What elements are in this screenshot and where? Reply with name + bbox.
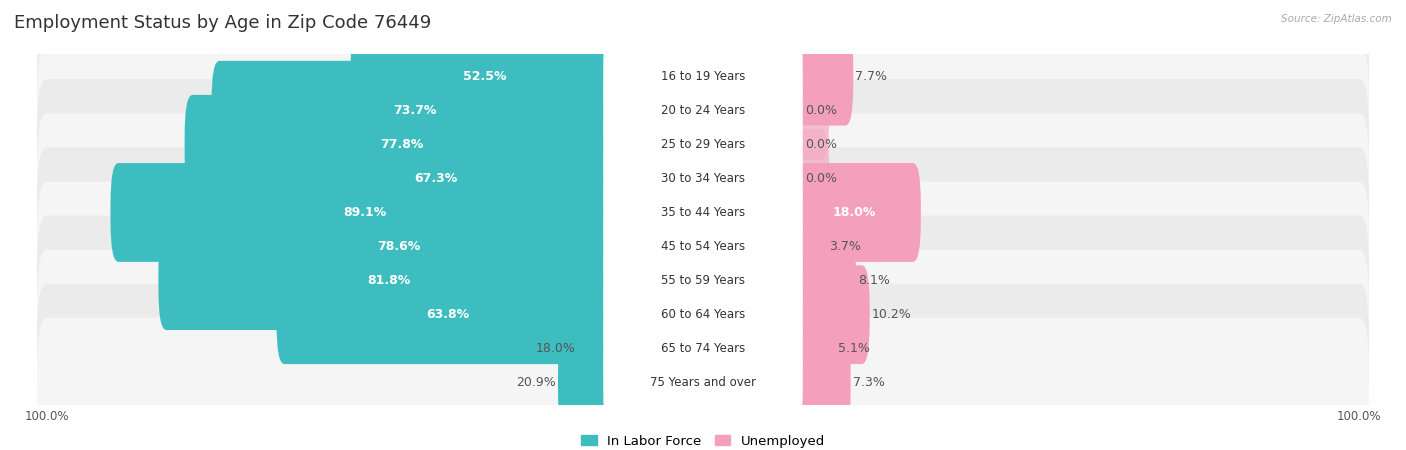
FancyBboxPatch shape [558,333,619,432]
Text: 30 to 34 Years: 30 to 34 Years [661,172,745,185]
FancyBboxPatch shape [253,129,619,228]
Text: 45 to 54 Years: 45 to 54 Years [661,240,745,253]
FancyBboxPatch shape [603,61,803,160]
FancyBboxPatch shape [350,27,619,126]
FancyBboxPatch shape [603,231,803,330]
FancyBboxPatch shape [184,95,619,194]
Text: 7.7%: 7.7% [855,70,887,83]
Text: 65 to 74 Years: 65 to 74 Years [661,342,745,355]
Text: 18.0%: 18.0% [536,342,575,355]
FancyBboxPatch shape [603,266,803,364]
Text: Employment Status by Age in Zip Code 76449: Employment Status by Age in Zip Code 764… [14,14,432,32]
FancyBboxPatch shape [37,79,1369,209]
Text: 20.9%: 20.9% [516,376,555,389]
FancyBboxPatch shape [787,95,830,194]
Text: 18.0%: 18.0% [832,206,876,219]
Text: 10.2%: 10.2% [872,308,911,321]
Text: 81.8%: 81.8% [367,274,411,287]
FancyBboxPatch shape [159,231,619,330]
Text: 63.8%: 63.8% [426,308,470,321]
Text: 73.7%: 73.7% [394,104,437,117]
Text: 25 to 29 Years: 25 to 29 Years [661,138,745,151]
FancyBboxPatch shape [37,113,1369,243]
Text: 89.1%: 89.1% [343,206,387,219]
Text: 35 to 44 Years: 35 to 44 Years [661,206,745,219]
FancyBboxPatch shape [277,266,619,364]
Text: 75 Years and over: 75 Years and over [650,376,756,389]
FancyBboxPatch shape [787,266,870,364]
FancyBboxPatch shape [787,27,853,126]
Text: 3.7%: 3.7% [830,240,860,253]
FancyBboxPatch shape [603,95,803,194]
FancyBboxPatch shape [787,197,827,296]
FancyBboxPatch shape [787,61,830,160]
Text: 0.0%: 0.0% [804,172,837,185]
Text: 77.8%: 77.8% [380,138,423,151]
FancyBboxPatch shape [787,129,830,228]
Text: 20 to 24 Years: 20 to 24 Years [661,104,745,117]
Text: 67.3%: 67.3% [415,172,458,185]
FancyBboxPatch shape [787,163,921,262]
FancyBboxPatch shape [576,299,619,398]
Text: 0.0%: 0.0% [804,138,837,151]
FancyBboxPatch shape [603,197,803,296]
FancyBboxPatch shape [603,299,803,398]
FancyBboxPatch shape [37,216,1369,346]
Text: 0.0%: 0.0% [804,104,837,117]
Text: 8.1%: 8.1% [858,274,890,287]
FancyBboxPatch shape [37,284,1369,414]
Text: 78.6%: 78.6% [378,240,420,253]
FancyBboxPatch shape [37,250,1369,380]
FancyBboxPatch shape [37,181,1369,312]
Text: 7.3%: 7.3% [852,376,884,389]
Text: 5.1%: 5.1% [838,342,870,355]
FancyBboxPatch shape [603,163,803,262]
FancyBboxPatch shape [787,333,851,432]
Legend: In Labor Force, Unemployed: In Labor Force, Unemployed [581,435,825,448]
FancyBboxPatch shape [787,231,856,330]
FancyBboxPatch shape [603,129,803,228]
Text: 16 to 19 Years: 16 to 19 Years [661,70,745,83]
FancyBboxPatch shape [787,299,837,398]
FancyBboxPatch shape [180,197,619,296]
FancyBboxPatch shape [603,27,803,126]
FancyBboxPatch shape [211,61,619,160]
FancyBboxPatch shape [37,318,1369,448]
FancyBboxPatch shape [37,11,1369,141]
FancyBboxPatch shape [37,147,1369,278]
FancyBboxPatch shape [37,45,1369,176]
Text: Source: ZipAtlas.com: Source: ZipAtlas.com [1281,14,1392,23]
Text: 52.5%: 52.5% [463,70,506,83]
FancyBboxPatch shape [603,333,803,432]
Text: 60 to 64 Years: 60 to 64 Years [661,308,745,321]
FancyBboxPatch shape [111,163,619,262]
Text: 55 to 59 Years: 55 to 59 Years [661,274,745,287]
